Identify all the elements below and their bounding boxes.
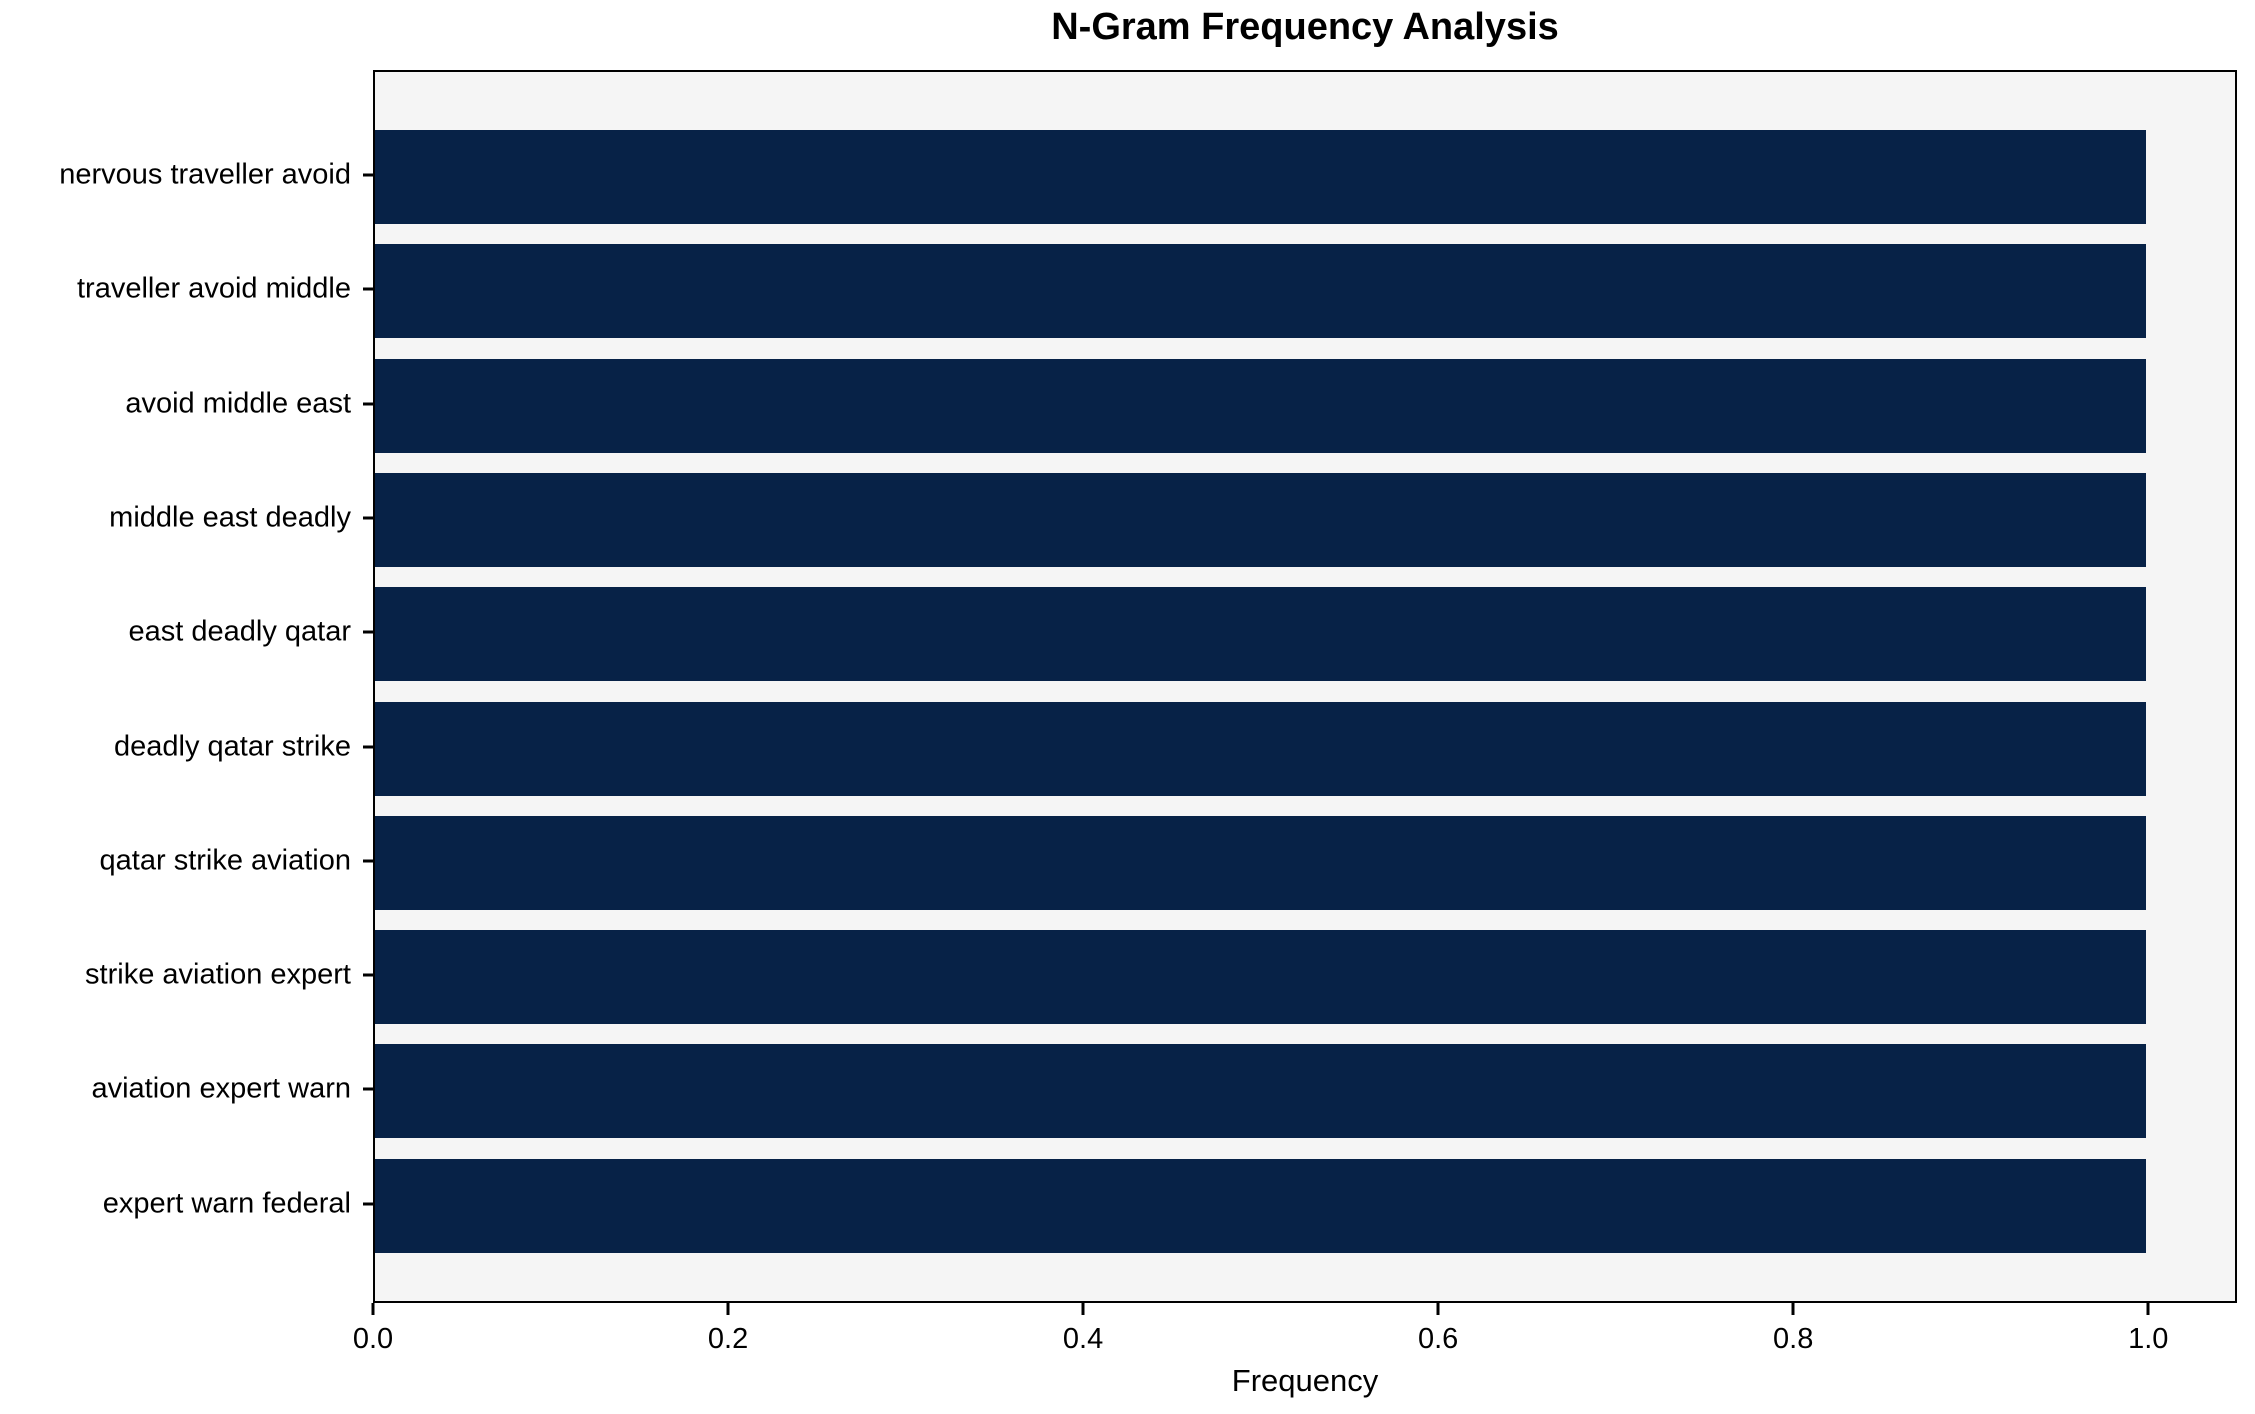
y-tick-mark	[363, 973, 373, 977]
y-tick-label: avoid middle east	[125, 387, 351, 420]
y-tick-mark	[363, 859, 373, 863]
x-tick-mark	[371, 1303, 375, 1315]
bar	[375, 1044, 2147, 1139]
x-tick-label: 0.6	[1417, 1323, 1459, 1355]
bar	[375, 472, 2147, 567]
y-tick-label: traveller avoid middle	[76, 272, 351, 305]
bar	[375, 701, 2147, 796]
y-tick-label: strike aviation expert	[85, 958, 351, 991]
y-tick-mark	[363, 173, 373, 177]
x-tick-mark	[726, 1303, 730, 1315]
y-tick-label: deadly qatar strike	[114, 730, 351, 762]
y-tick-mark	[363, 630, 373, 634]
bar	[375, 587, 2147, 682]
bar	[375, 244, 2147, 339]
x-tick-label: 0.2	[707, 1323, 749, 1355]
x-tick-mark	[1791, 1303, 1795, 1315]
x-tick-label: 0.4	[1062, 1323, 1104, 1355]
x-tick-mark	[1436, 1303, 1440, 1315]
bar	[375, 930, 2147, 1025]
bar	[375, 130, 2147, 224]
y-tick-mark	[363, 287, 373, 291]
y-tick-mark	[363, 1202, 373, 1206]
x-tick-label: 1.0	[2128, 1323, 2169, 1355]
y-tick-label: nervous traveller avoid	[59, 158, 351, 191]
x-axis: 0.0 0.2 0.4 0.6 0.8 1.0	[353, 1303, 2237, 1413]
bar	[375, 815, 2147, 910]
y-tick-mark	[363, 1087, 373, 1091]
bar	[375, 1158, 2147, 1253]
y-tick-label: east deadly qatar	[128, 615, 351, 648]
bar	[375, 358, 2147, 453]
y-tick-mark	[363, 402, 373, 406]
y-axis: nervous traveller avoid traveller avoid m…	[0, 70, 373, 1303]
y-tick-label: expert warn federal	[102, 1187, 351, 1220]
x-axis-label: Frequency	[1231, 1363, 1379, 1398]
x-tick-label: 0.8	[1773, 1323, 1814, 1355]
x-tick-mark	[1081, 1303, 1085, 1315]
x-tick-label: 0.0	[352, 1323, 394, 1355]
y-tick-label: qatar strike aviation	[99, 844, 351, 877]
x-tick-mark	[2146, 1303, 2150, 1315]
y-tick-mark	[363, 745, 373, 748]
chart-title: N-Gram Frequency Analysis	[1051, 6, 1559, 48]
y-tick-mark	[363, 516, 373, 520]
y-tick-label: aviation expert warn	[91, 1072, 351, 1105]
plot-area	[373, 70, 2237, 1303]
y-tick-label: middle east deadly	[109, 501, 351, 534]
